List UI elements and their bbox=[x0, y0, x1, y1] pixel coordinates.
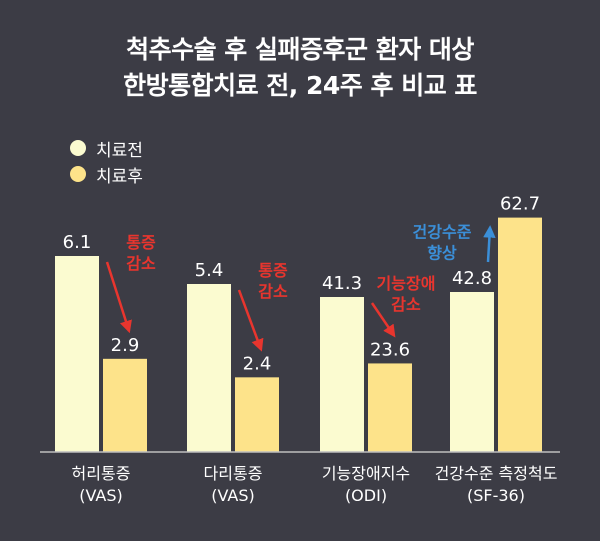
category-label: 기능장애지수 (ODI) bbox=[281, 463, 451, 507]
increase-arrow bbox=[483, 225, 496, 263]
value-label-after: 62.7 bbox=[500, 194, 540, 215]
decrease-arrow bbox=[370, 302, 396, 338]
value-label-after: 2.4 bbox=[243, 353, 272, 374]
legend: 치료전 치료후 bbox=[70, 135, 143, 187]
annotation-label: 향상 bbox=[427, 244, 457, 263]
category-name: 건강수준 측정척도 bbox=[434, 464, 558, 483]
category-label: 다리통증 (VAS) bbox=[148, 463, 318, 507]
chart-title-line1: 척추수술 후 실패증후군 환자 대상 bbox=[126, 35, 474, 64]
value-label-before: 42.8 bbox=[452, 268, 492, 289]
bar-after bbox=[368, 363, 412, 452]
legend-item-after: 치료후 bbox=[70, 161, 143, 187]
legend-swatch-after bbox=[70, 166, 86, 182]
value-label-after: 2.9 bbox=[111, 335, 140, 356]
legend-label-before: 치료전 bbox=[96, 140, 143, 161]
decrease-arrow bbox=[237, 289, 264, 352]
value-label-before: 5.4 bbox=[195, 260, 224, 281]
category-name: 다리통증 bbox=[203, 464, 263, 483]
bar-after bbox=[498, 217, 542, 452]
annotation-label: 통증 bbox=[258, 261, 288, 280]
category-name: 허리통증 bbox=[71, 464, 131, 483]
bar-after bbox=[103, 358, 147, 452]
annotation-label: 건강수준 bbox=[413, 223, 472, 242]
annotation-label: 감소 bbox=[126, 254, 156, 273]
category-label: 건강수준 측정척도 (SF-36) bbox=[411, 463, 581, 507]
annotation-label: 통증 bbox=[126, 233, 156, 252]
legend-swatch-before bbox=[70, 140, 86, 156]
legend-label-after: 치료후 bbox=[96, 166, 143, 187]
decrease-arrow bbox=[105, 261, 132, 334]
category-name: 기능장애지수 bbox=[321, 464, 411, 483]
category-metric: (VAS) bbox=[211, 486, 255, 505]
category-label: 허리통증 (VAS) bbox=[16, 463, 186, 507]
value-label-after: 23.6 bbox=[370, 339, 410, 360]
bar-before bbox=[55, 256, 99, 452]
annotation-label: 감소 bbox=[258, 282, 288, 301]
value-label-before: 41.3 bbox=[322, 273, 362, 294]
bar-before bbox=[320, 297, 364, 452]
annotation-label: 감소 bbox=[391, 295, 421, 314]
category-metric: (SF-36) bbox=[467, 486, 525, 505]
category-metric: (VAS) bbox=[79, 486, 123, 505]
category-metric: (ODI) bbox=[344, 486, 388, 505]
bar-before bbox=[187, 284, 231, 452]
value-label-before: 6.1 bbox=[63, 232, 92, 253]
bar-after bbox=[235, 377, 279, 452]
legend-item-before: 치료전 bbox=[70, 135, 143, 161]
chart-title-line2: 한방통합치료 전, 24주 후 비교 표 bbox=[123, 71, 477, 100]
bar-before bbox=[450, 292, 494, 452]
annotation-label: 기능장애 bbox=[377, 274, 436, 293]
